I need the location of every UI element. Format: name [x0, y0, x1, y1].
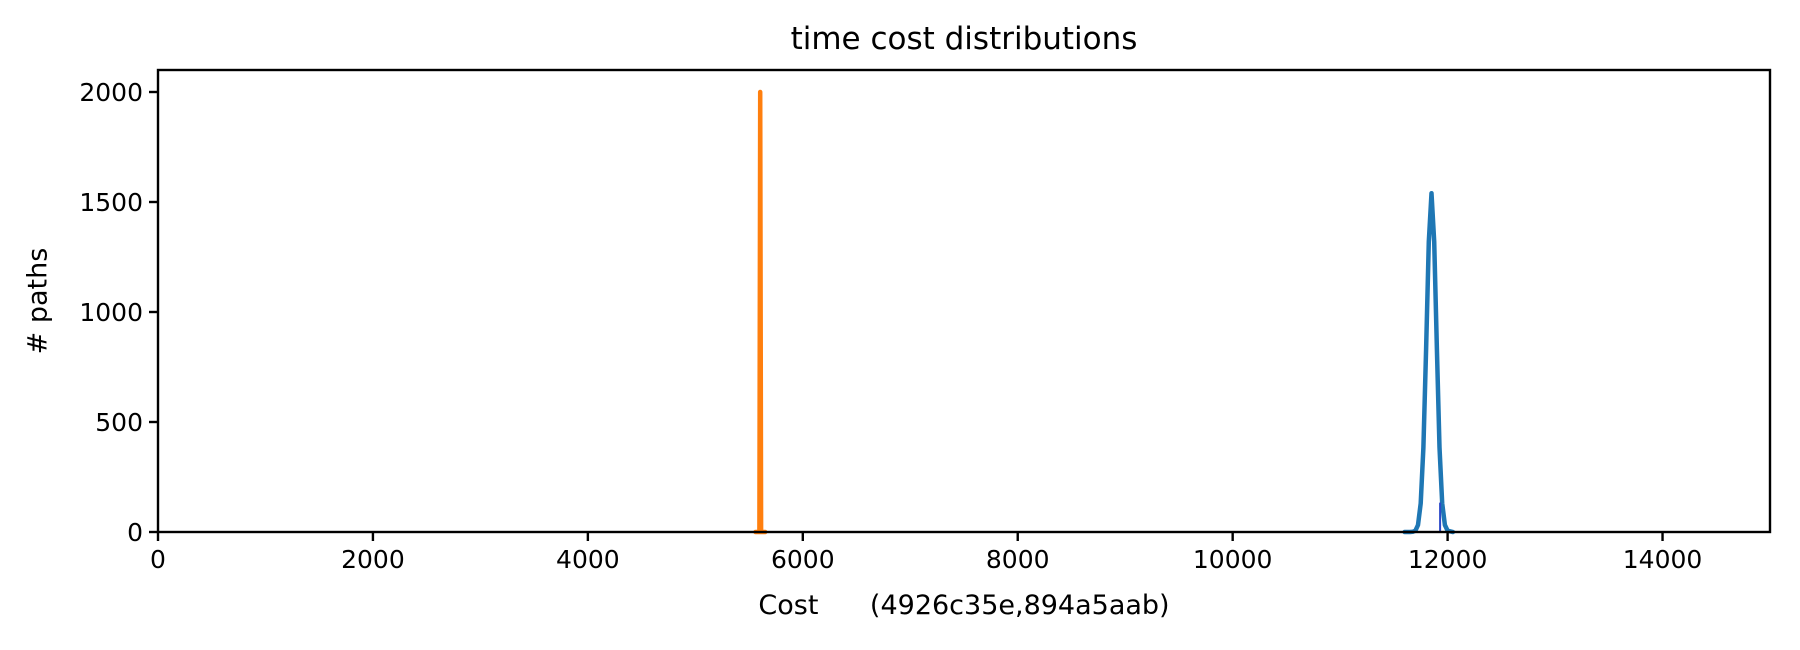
x-tick-label: 12000 [1408, 545, 1488, 574]
series-distribution-a-spike [753, 89, 768, 535]
x-tick-label: 0 [150, 545, 166, 574]
y-tick-label: 2000 [79, 78, 143, 107]
x-tick-label: 10000 [1193, 545, 1273, 574]
x-tick-label: 8000 [986, 545, 1050, 574]
x-tick-label: 14000 [1623, 545, 1703, 574]
series-distribution-b-peak [1402, 190, 1456, 535]
y-tick-label: 0 [127, 518, 143, 547]
x-tick-label: 2000 [341, 545, 405, 574]
chart-title: time cost distributions [790, 21, 1138, 57]
x-tick-label: 4000 [556, 545, 620, 574]
x-axis-label: Cost (4926c35e,894a5aab) [758, 590, 1170, 621]
y-tick-label: 1500 [79, 188, 143, 217]
y-tick-label: 1000 [79, 298, 143, 327]
plot-spines [156, 68, 1772, 534]
y-tick-label: 500 [95, 408, 143, 437]
x-tick-label: 6000 [771, 545, 835, 574]
